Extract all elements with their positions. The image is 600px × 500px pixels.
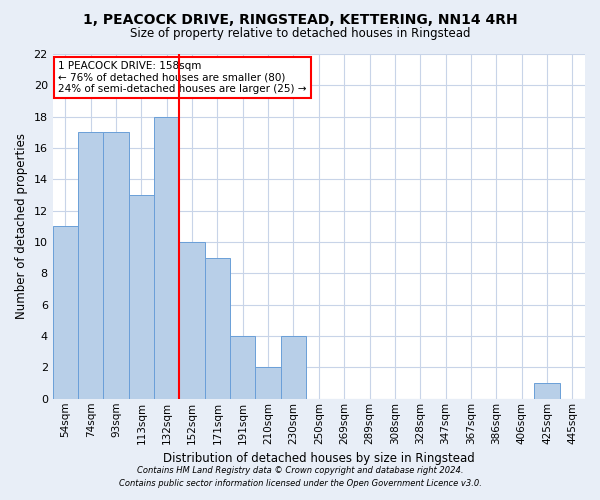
Text: 1 PEACOCK DRIVE: 158sqm
← 76% of detached houses are smaller (80)
24% of semi-de: 1 PEACOCK DRIVE: 158sqm ← 76% of detache… [58, 61, 307, 94]
Y-axis label: Number of detached properties: Number of detached properties [15, 134, 28, 320]
Bar [281, 336, 306, 399]
Bar [230, 336, 256, 399]
Bar [103, 132, 129, 399]
Bar [78, 132, 103, 399]
Bar [535, 383, 560, 399]
Bar [205, 258, 230, 399]
Bar [53, 226, 78, 399]
Bar [154, 116, 179, 399]
X-axis label: Distribution of detached houses by size in Ringstead: Distribution of detached houses by size … [163, 452, 475, 465]
Text: Size of property relative to detached houses in Ringstead: Size of property relative to detached ho… [130, 28, 470, 40]
Text: 1, PEACOCK DRIVE, RINGSTEAD, KETTERING, NN14 4RH: 1, PEACOCK DRIVE, RINGSTEAD, KETTERING, … [83, 12, 517, 26]
Bar [129, 195, 154, 399]
Bar [179, 242, 205, 399]
Bar [256, 368, 281, 399]
Text: Contains HM Land Registry data © Crown copyright and database right 2024.
Contai: Contains HM Land Registry data © Crown c… [119, 466, 481, 487]
